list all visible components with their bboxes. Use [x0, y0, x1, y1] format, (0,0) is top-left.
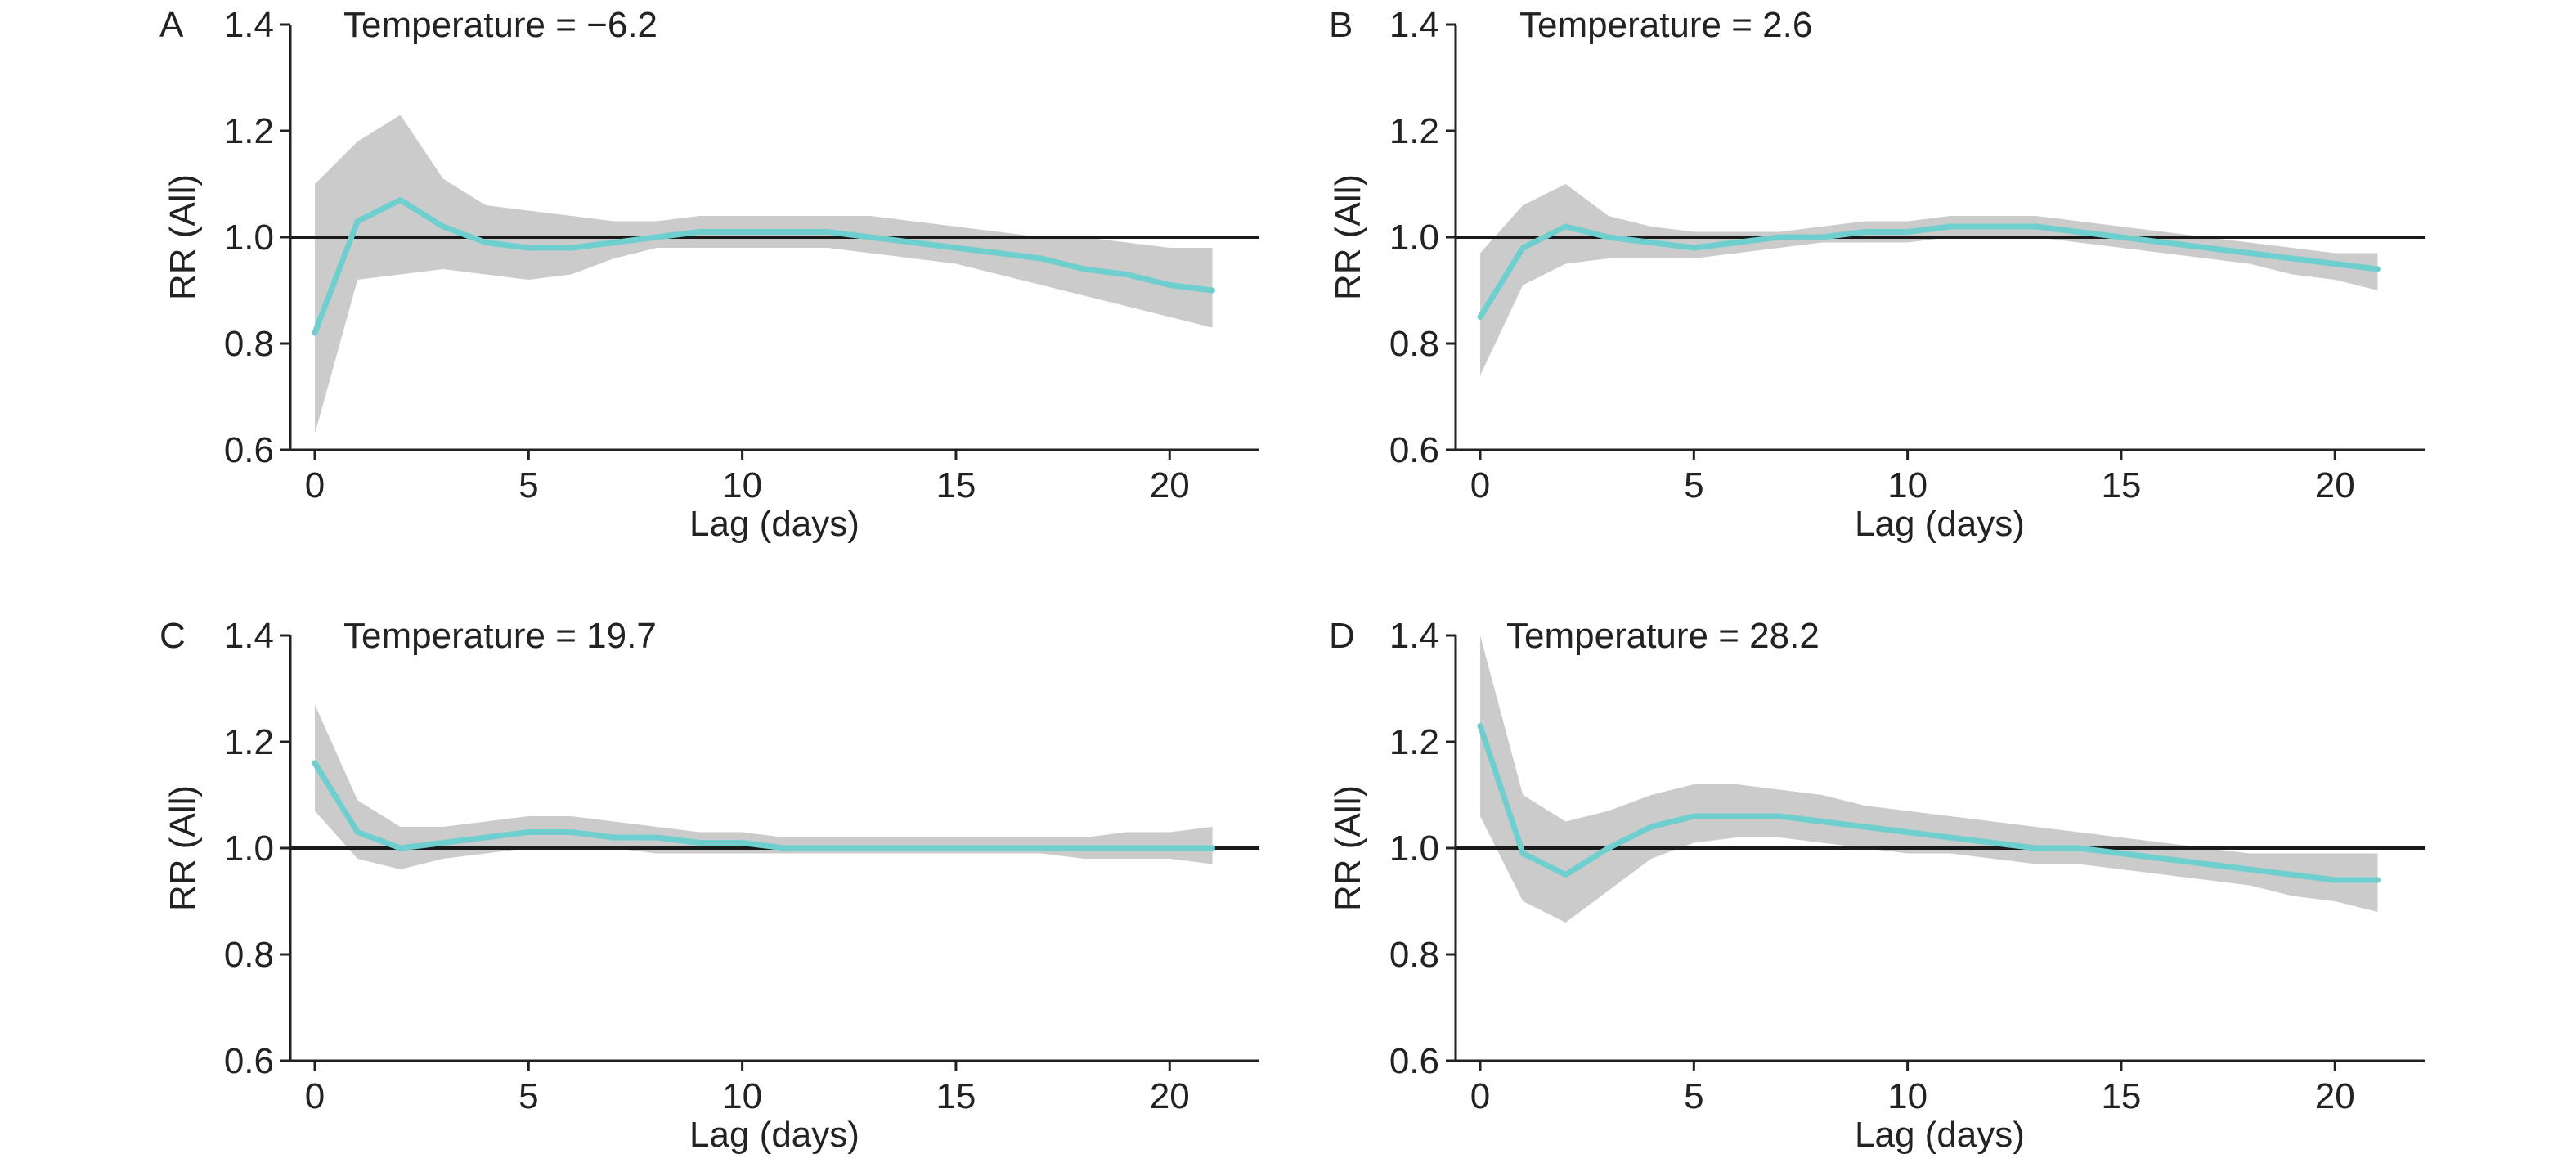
confidence-band — [1480, 635, 2378, 923]
y-tick-label: 1.2 — [1389, 111, 1439, 151]
x-tick-label: 20 — [1150, 465, 1190, 505]
y-tick-label: 0.8 — [1389, 324, 1439, 364]
x-tick-label: 10 — [1887, 1076, 1928, 1116]
y-axis-label: RR (All) — [163, 785, 203, 911]
panel-label: A — [159, 5, 184, 45]
y-tick-label: 1.4 — [1389, 616, 1439, 656]
x-axis-label: Lag (days) — [689, 504, 859, 544]
x-tick-label: 5 — [518, 1076, 538, 1116]
panel-b: B Temperature = 2.6 RR (All) Lag (days) … — [1328, 5, 2425, 544]
x-axis-label: Lag (days) — [1855, 1115, 2025, 1155]
y-tick-label: 1.2 — [1389, 722, 1439, 762]
y-axis-label: RR (All) — [163, 174, 203, 300]
panel-d: D Temperature = 28.2 RR (All) Lag (days)… — [1328, 616, 2425, 1155]
x-axis-label: Lag (days) — [689, 1115, 859, 1155]
y-tick-label: 0.6 — [224, 1041, 274, 1081]
x-tick-label: 5 — [1684, 465, 1703, 505]
rr-series-line — [312, 197, 1216, 336]
y-axis-label: RR (All) — [1328, 174, 1368, 300]
y-tick-label: 1.2 — [224, 111, 274, 151]
panel-c: C Temperature = 19.7 RR (All) Lag (days)… — [159, 616, 1259, 1155]
x-tick-label: 0 — [305, 465, 325, 505]
x-tick-label: 15 — [936, 1076, 976, 1116]
y-tick-label: 0.6 — [1389, 1041, 1439, 1081]
x-tick-label: 15 — [2101, 465, 2141, 505]
x-tick-label: 10 — [722, 465, 762, 505]
panel-title: Temperature = 19.7 — [343, 616, 657, 656]
rr-series-line — [1477, 723, 2381, 883]
y-tick-label: 1.0 — [1389, 828, 1439, 869]
y-tick-label: 1.4 — [1389, 5, 1439, 45]
x-tick-label: 0 — [1470, 1076, 1490, 1116]
y-tick-label: 0.8 — [224, 324, 274, 364]
panel-label: D — [1329, 616, 1355, 656]
x-tick-label: 0 — [1470, 465, 1490, 505]
panel-label: C — [159, 616, 186, 656]
x-tick-label: 15 — [936, 465, 976, 505]
confidence-band — [315, 704, 1213, 869]
x-axis-label: Lag (days) — [1855, 504, 2025, 544]
x-tick-label: 5 — [518, 465, 538, 505]
x-tick-label: 10 — [1887, 465, 1928, 505]
confidence-band — [1480, 184, 2378, 375]
x-tick-label: 5 — [1684, 1076, 1703, 1116]
y-tick-label: 1.0 — [224, 218, 274, 258]
x-tick-label: 15 — [2101, 1076, 2141, 1116]
x-tick-label: 20 — [1150, 1076, 1190, 1116]
x-tick-label: 20 — [2315, 1076, 2355, 1116]
panel-title: Temperature = 28.2 — [1506, 616, 1820, 656]
rr-series-line — [1477, 223, 2381, 320]
panel-a: A Temperature = −6.2 RR (All) Lag (days)… — [159, 5, 1259, 544]
rr-series-line — [312, 760, 1216, 851]
panel-title: Temperature = 2.6 — [1519, 5, 1812, 45]
y-tick-label: 0.6 — [224, 430, 274, 470]
panel-label: B — [1329, 5, 1353, 45]
y-tick-label: 1.0 — [1389, 218, 1439, 258]
y-tick-label: 1.4 — [224, 5, 274, 45]
y-tick-label: 1.0 — [224, 828, 274, 869]
x-tick-label: 10 — [722, 1076, 762, 1116]
y-tick-label: 0.6 — [1389, 430, 1439, 470]
y-axis-label: RR (All) — [1328, 785, 1368, 911]
y-tick-label: 1.2 — [224, 722, 274, 762]
x-tick-label: 20 — [2315, 465, 2355, 505]
x-tick-label: 0 — [305, 1076, 325, 1116]
confidence-band — [315, 115, 1213, 434]
y-tick-label: 0.8 — [224, 935, 274, 975]
y-tick-label: 0.8 — [1389, 935, 1439, 975]
panel-title: Temperature = −6.2 — [343, 5, 657, 45]
y-tick-label: 1.4 — [224, 616, 274, 656]
